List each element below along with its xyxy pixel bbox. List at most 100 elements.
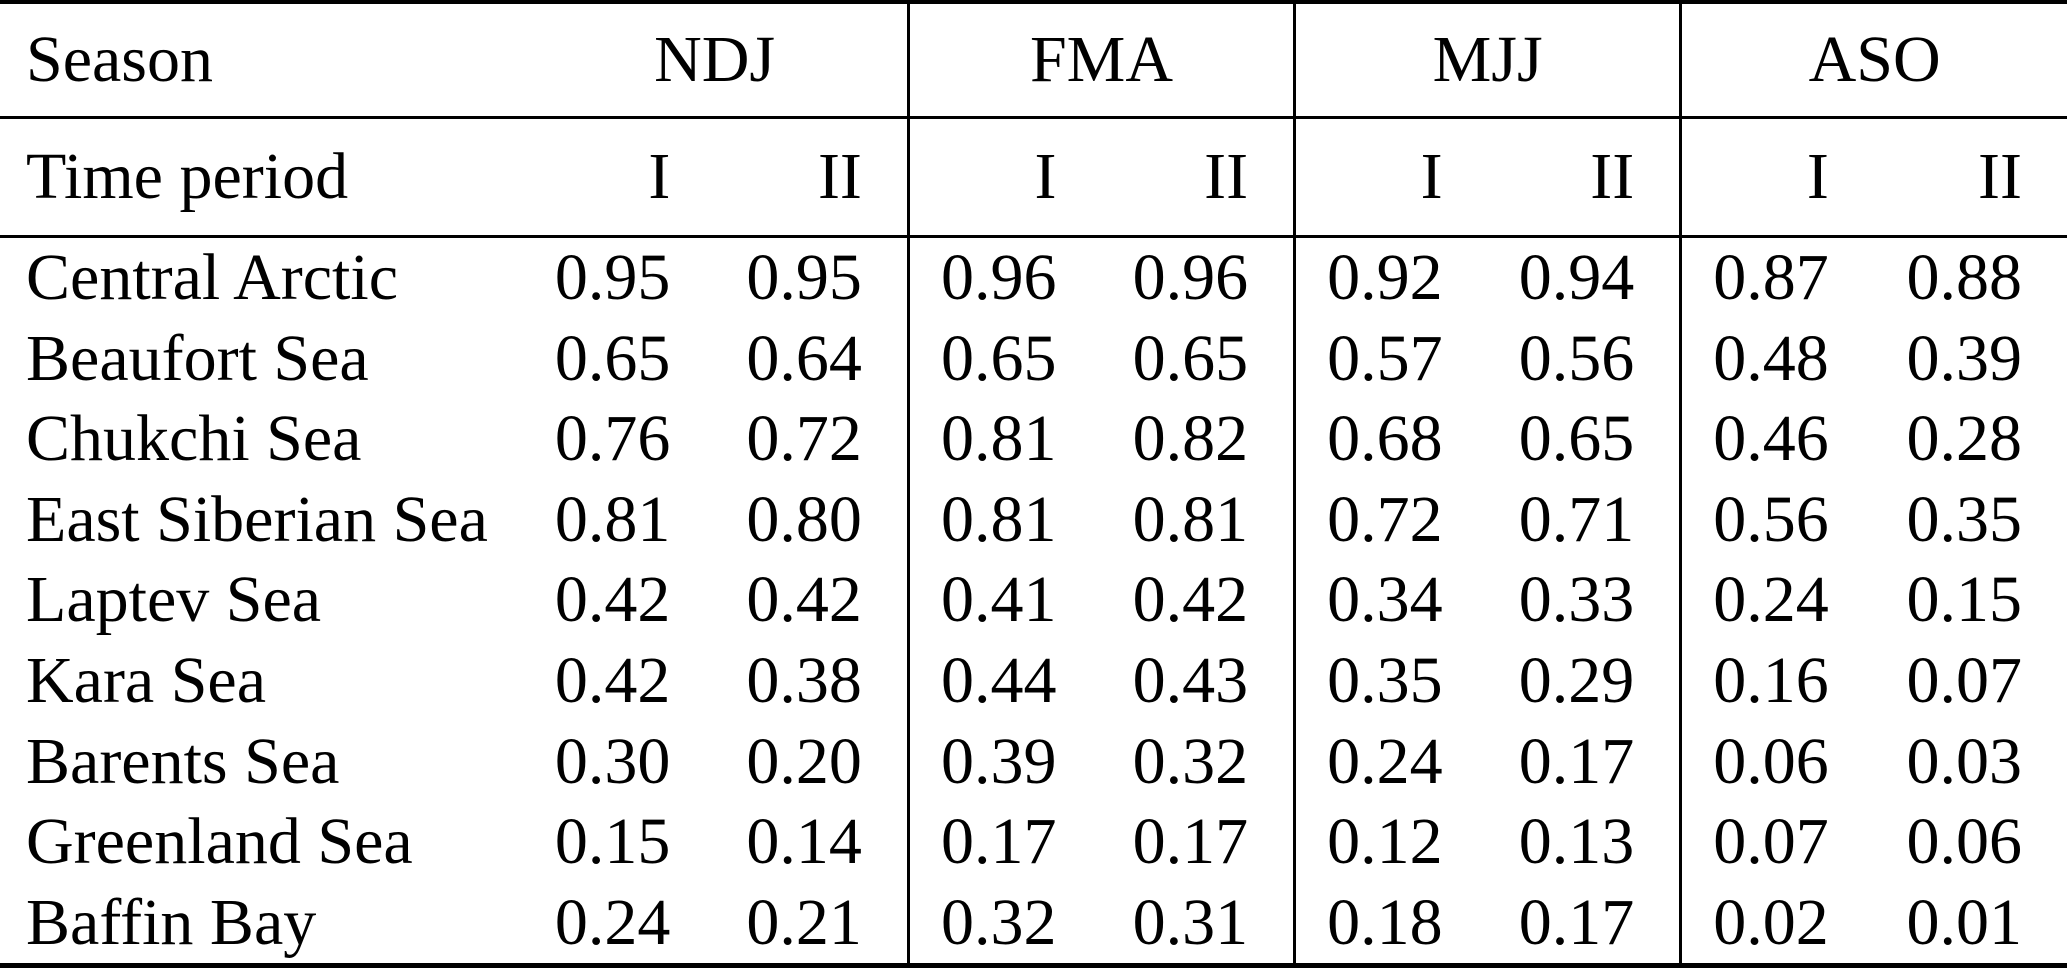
value-cell: 0.42 [746, 563, 862, 637]
value-cell: 0.81 [906, 399, 1102, 480]
value-cell: 0.44 [906, 640, 1102, 722]
period-mjj-i: I [1293, 117, 1488, 238]
value-cell: 0.56 [1679, 479, 1874, 561]
season-group-fma: FMA [906, 2, 1295, 119]
value-cell: 0.80 [746, 482, 862, 556]
value-cell: 0.95 [554, 241, 671, 315]
value-cell: 0.81 [1132, 482, 1249, 556]
value-cell: 0.41 [906, 560, 1102, 641]
table-body: Central Arctic 0.95 0.95 0.96 0.96 0.92 0.94 0.… [0, 236, 2067, 966]
value-cell: 0.65 [554, 321, 671, 395]
value-cell: 0.15 [1906, 563, 2023, 637]
value-cell: 0.13 [1518, 805, 1635, 879]
value-cell: 0.35 [1906, 482, 2023, 556]
period-aso-i: I [1679, 117, 1874, 238]
period-fma-i: I [906, 117, 1102, 238]
region-label: Baffin Bay [26, 885, 317, 959]
value-cell: 0.07 [1906, 644, 2023, 718]
value-cell: 0.82 [1132, 402, 1249, 476]
period-mjj-ii: II [1487, 117, 1681, 238]
value-cell: 0.39 [906, 721, 1102, 802]
table-row: Barents Sea 0.30 0.20 0.39 0.32 0.24 0.17 0.06 0… [0, 721, 2067, 802]
value-cell: 0.42 [1132, 563, 1249, 637]
value-cell: 0.96 [1132, 241, 1249, 315]
value-cell: 0.46 [1679, 399, 1874, 480]
time-period-label: Time period [0, 117, 523, 238]
value-cell: 0.33 [1518, 563, 1635, 637]
value-cell: 0.01 [1906, 885, 2023, 959]
season-group-aso: ASO [1679, 2, 2067, 119]
value-cell: 0.65 [1518, 402, 1635, 476]
table-row: Baffin Bay 0.24 0.21 0.32 0.31 0.18 0.17 0.02 0.… [0, 882, 2067, 966]
value-cell: 0.38 [746, 644, 862, 718]
table-row: Kara Sea 0.42 0.38 0.44 0.43 0.35 0.29 0.16 0.07 [0, 640, 2067, 722]
value-cell: 0.06 [1906, 805, 2023, 879]
value-cell: 0.17 [1518, 724, 1635, 798]
table-row: Greenland Sea 0.15 0.14 0.17 0.17 0.12 0.13 0.0… [0, 801, 2067, 883]
value-cell: 0.64 [746, 321, 862, 395]
value-cell: 0.87 [1679, 236, 1874, 319]
value-cell: 0.24 [1293, 721, 1488, 802]
value-cell: 0.35 [1293, 640, 1488, 722]
region-label: East Siberian Sea [26, 482, 488, 556]
value-cell: 0.48 [1679, 318, 1874, 400]
value-cell: 0.72 [746, 402, 862, 476]
season-header-row: Season NDJ FMA MJJ ASO [0, 2, 2067, 119]
value-cell: 0.94 [1518, 241, 1635, 315]
value-cell: 0.07 [1679, 801, 1874, 883]
value-cell: 0.06 [1679, 721, 1874, 802]
value-cell: 0.65 [906, 318, 1102, 400]
value-cell: 0.81 [554, 482, 671, 556]
region-label: Greenland Sea [26, 805, 413, 879]
value-cell: 0.31 [1132, 885, 1249, 959]
value-cell: 0.76 [554, 402, 671, 476]
period-header-row: Time period I II I II I II I II [0, 117, 2067, 238]
period-aso-ii: II [1873, 117, 2067, 238]
season-header-label: Season [0, 2, 523, 119]
value-cell: 0.34 [1293, 560, 1488, 641]
value-cell: 0.21 [746, 885, 862, 959]
value-cell: 0.88 [1906, 241, 2023, 315]
value-cell: 0.32 [1132, 724, 1249, 798]
value-cell: 0.32 [906, 882, 1102, 966]
value-cell: 0.65 [1132, 321, 1249, 395]
table-row: Beaufort Sea 0.65 0.64 0.65 0.65 0.57 0.56 0.48… [0, 318, 2067, 400]
value-cell: 0.30 [554, 724, 671, 798]
region-label: Barents Sea [26, 724, 340, 798]
table-row: Laptev Sea 0.42 0.42 0.41 0.42 0.34 0.33 0.24 0.… [0, 560, 2067, 641]
season-group-mjj: MJJ [1293, 2, 1681, 119]
value-cell: 0.28 [1906, 402, 2023, 476]
value-cell: 0.03 [1906, 724, 2023, 798]
value-cell: 0.17 [1518, 885, 1635, 959]
region-label: Laptev Sea [26, 563, 322, 637]
value-cell: 0.24 [1679, 560, 1874, 641]
value-cell: 0.12 [1293, 801, 1488, 883]
value-cell: 0.96 [906, 236, 1102, 319]
value-cell: 0.71 [1518, 482, 1635, 556]
value-cell: 0.17 [906, 801, 1102, 883]
value-cell: 0.14 [746, 805, 862, 879]
season-group-ndj: NDJ [522, 2, 909, 119]
period-ndj-i: I [522, 117, 716, 238]
value-cell: 0.39 [1906, 321, 2023, 395]
value-cell: 0.18 [1293, 882, 1488, 966]
value-cell: 0.17 [1132, 805, 1249, 879]
value-cell: 0.81 [906, 479, 1102, 561]
period-ndj-ii: II [715, 117, 909, 238]
table-row: East Siberian Sea 0.81 0.80 0.81 0.81 0.72 0.7… [0, 479, 2067, 561]
value-cell: 0.95 [746, 241, 862, 315]
region-label: Beaufort Sea [26, 321, 369, 395]
region-label: Chukchi Sea [26, 402, 362, 476]
value-cell: 0.20 [746, 724, 862, 798]
table-row: Central Arctic 0.95 0.95 0.96 0.96 0.92 0.94 0.… [0, 236, 2067, 319]
value-cell: 0.29 [1518, 644, 1635, 718]
value-cell: 0.15 [554, 805, 671, 879]
value-cell: 0.42 [554, 644, 671, 718]
period-fma-ii: II [1101, 117, 1295, 238]
value-cell: 0.56 [1518, 321, 1635, 395]
value-cell: 0.57 [1293, 318, 1488, 400]
region-label: Kara Sea [26, 644, 267, 718]
value-cell: 0.92 [1293, 236, 1488, 319]
